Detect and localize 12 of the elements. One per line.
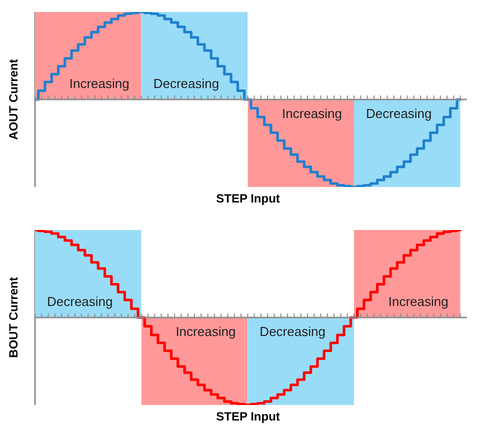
series-label: Decreasing: [366, 106, 432, 122]
text: Decreasing: [153, 76, 220, 92]
text: Decreasing: [47, 294, 113, 310]
series-label: Increasing: [282, 106, 342, 122]
text: Increasing: [69, 76, 130, 92]
text: Increasing: [388, 294, 448, 310]
series-label: Increasing: [176, 324, 236, 340]
series-label: Decreasing: [260, 324, 326, 340]
y-axis-title: BOUT Current: [6, 277, 20, 358]
y-axis-title: AOUT Current: [6, 59, 20, 140]
x-axis-title: STEP Input: [216, 191, 280, 206]
x-axis-title: STEP Input: [216, 409, 280, 424]
